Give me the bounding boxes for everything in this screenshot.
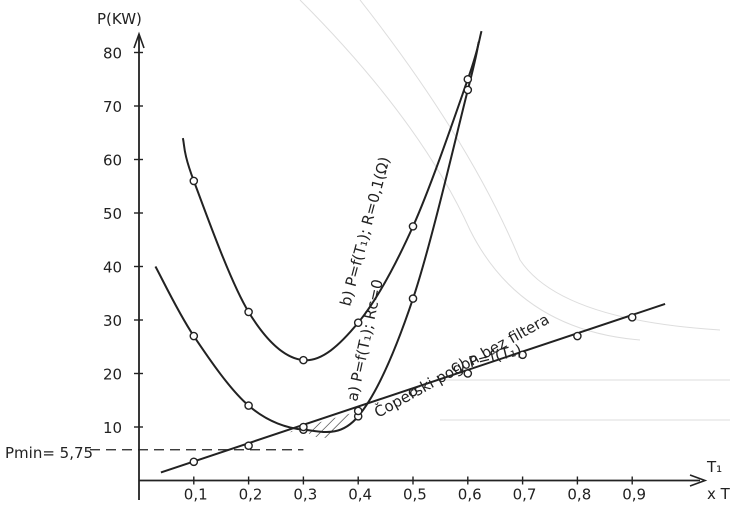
- series-b-line: [183, 31, 482, 360]
- x-tick-label: 0,8: [567, 486, 591, 504]
- y-tick-label: 50: [103, 205, 122, 223]
- y-tick-label: 60: [103, 152, 122, 170]
- x-axis-label-scale: x T: [707, 485, 731, 503]
- series-c-point: [300, 423, 307, 430]
- series-a-point: [464, 86, 471, 93]
- series-c-point: [355, 407, 362, 414]
- series-b-point: [190, 177, 197, 184]
- y-tick-label: 20: [103, 366, 122, 384]
- axes: [90, 34, 705, 500]
- series-c-point: [574, 332, 581, 339]
- series-b-point: [245, 308, 252, 315]
- series-c-point: [245, 442, 252, 449]
- y-tick-label: 70: [103, 98, 122, 116]
- y-tick-label: 30: [103, 312, 122, 330]
- data-curves: [155, 31, 665, 472]
- x-tick-label: 0,7: [513, 486, 537, 504]
- series-a-point: [245, 402, 252, 409]
- y-tick-label: 80: [103, 45, 122, 63]
- series-a-point: [190, 332, 197, 339]
- y-axis-label: P(KW): [97, 10, 142, 28]
- series-b-point: [300, 357, 307, 364]
- series-b-point: [464, 76, 471, 83]
- x-tick-label: 0,3: [293, 486, 317, 504]
- x-tick-label: 0,5: [403, 486, 427, 504]
- x-tick-label: 0,1: [184, 486, 208, 504]
- x-axis-label-t1: T₁: [706, 458, 722, 476]
- y-tick-label: 40: [103, 259, 122, 277]
- series-c-point: [629, 314, 636, 321]
- data-points: [190, 76, 636, 466]
- x-tick-label: 0,6: [458, 486, 482, 504]
- x-tick-label: 0,4: [348, 486, 372, 504]
- y-tick-label: 10: [103, 419, 122, 437]
- series-a-point: [409, 295, 416, 302]
- pmin-label: Pmin= 5,75: [5, 444, 93, 462]
- tick-labels: 0,1 0,2 0,3 0,4 0,5 0,6 0,7 0,8 0,9 10 20 30 40 50 60 7…: [103, 45, 646, 504]
- x-tick-label: 0,2: [239, 486, 263, 504]
- x-tick-label: 0,9: [622, 486, 646, 504]
- series-b-point: [409, 223, 416, 230]
- series-c-point: [190, 458, 197, 465]
